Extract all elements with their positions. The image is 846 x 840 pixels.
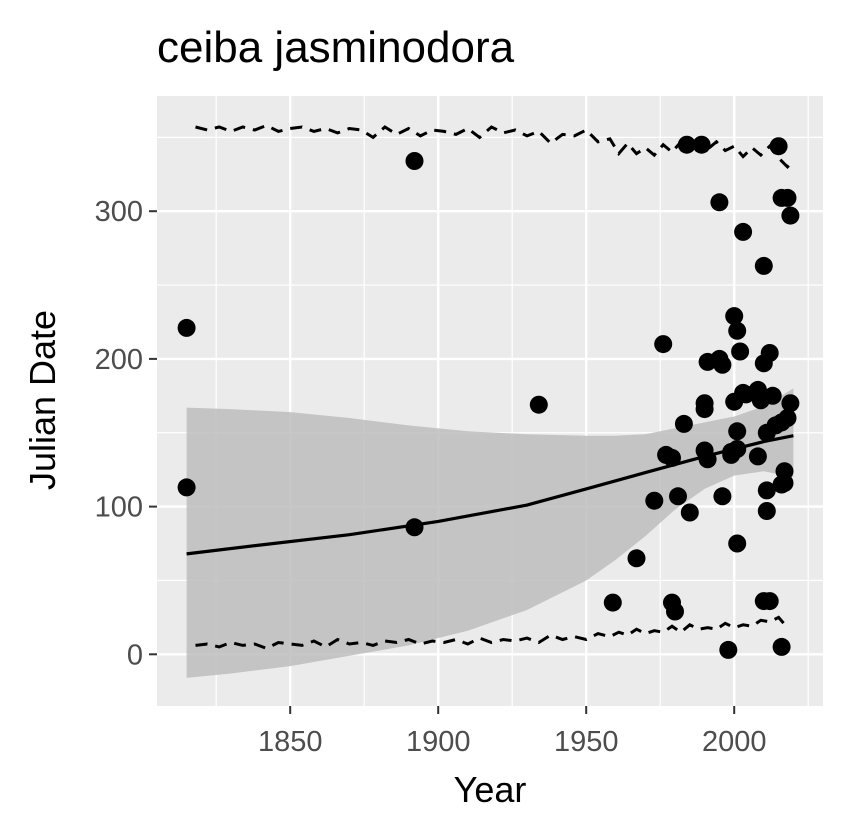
data-point bbox=[177, 478, 196, 497]
data-point bbox=[713, 355, 732, 374]
data-point bbox=[766, 416, 785, 435]
quantile-lines-layer bbox=[195, 123, 795, 651]
data-point bbox=[645, 491, 664, 510]
data-point bbox=[674, 414, 693, 433]
x-tick-label: 2000 bbox=[702, 726, 767, 758]
y-tick-label: 300 bbox=[95, 196, 143, 228]
data-point bbox=[692, 135, 711, 154]
data-point bbox=[695, 394, 714, 413]
x-axis-ticks: 1850 1900 1950 2000 bbox=[258, 706, 767, 758]
chart-title: ceiba jasminodora bbox=[157, 23, 515, 72]
data-point bbox=[177, 318, 196, 337]
data-point bbox=[698, 450, 717, 469]
data-point bbox=[713, 487, 732, 506]
data-point bbox=[728, 321, 747, 340]
data-point bbox=[769, 137, 788, 156]
data-point bbox=[728, 422, 747, 441]
data-point bbox=[760, 344, 779, 362]
data-point bbox=[731, 342, 750, 361]
data-point bbox=[603, 593, 622, 612]
data-point bbox=[663, 448, 681, 467]
data-point bbox=[748, 447, 767, 466]
data-point bbox=[654, 335, 673, 354]
data-point bbox=[669, 487, 687, 506]
data-point bbox=[710, 193, 729, 212]
data-point bbox=[778, 188, 797, 207]
y-axis-ticks: 0 100 200 300 bbox=[95, 196, 157, 671]
data-point bbox=[781, 394, 800, 413]
y-tick-label: 200 bbox=[95, 344, 143, 376]
data-point bbox=[757, 502, 776, 520]
data-points-layer bbox=[177, 135, 800, 659]
data-point bbox=[734, 222, 753, 241]
data-point bbox=[405, 518, 424, 537]
y-axis-title: Julian Date bbox=[22, 310, 63, 490]
data-point bbox=[754, 256, 773, 275]
x-tick-label: 1950 bbox=[554, 726, 619, 758]
data-point bbox=[763, 386, 782, 405]
x-tick-label: 1850 bbox=[258, 726, 323, 758]
data-point bbox=[757, 481, 776, 500]
data-point bbox=[529, 395, 548, 414]
data-point bbox=[666, 602, 684, 621]
data-point bbox=[781, 206, 800, 225]
data-point bbox=[627, 549, 646, 568]
y-tick-label: 0 bbox=[127, 639, 143, 671]
data-point bbox=[677, 135, 696, 154]
x-axis-title: Year bbox=[454, 769, 527, 810]
data-point bbox=[725, 307, 744, 326]
confidence-band-layer bbox=[186, 388, 794, 678]
data-point bbox=[680, 503, 699, 522]
confidence-band bbox=[186, 388, 794, 678]
data-point bbox=[728, 440, 747, 458]
data-point bbox=[405, 152, 424, 170]
lower-quantile-line bbox=[195, 615, 789, 651]
data-point bbox=[772, 637, 791, 656]
data-point bbox=[760, 592, 779, 611]
upper-quantile-line bbox=[195, 123, 795, 170]
y-tick-label: 100 bbox=[95, 492, 143, 524]
x-tick-label: 1900 bbox=[406, 726, 471, 758]
data-point bbox=[719, 640, 738, 659]
data-point bbox=[728, 534, 747, 553]
data-point bbox=[775, 474, 794, 492]
